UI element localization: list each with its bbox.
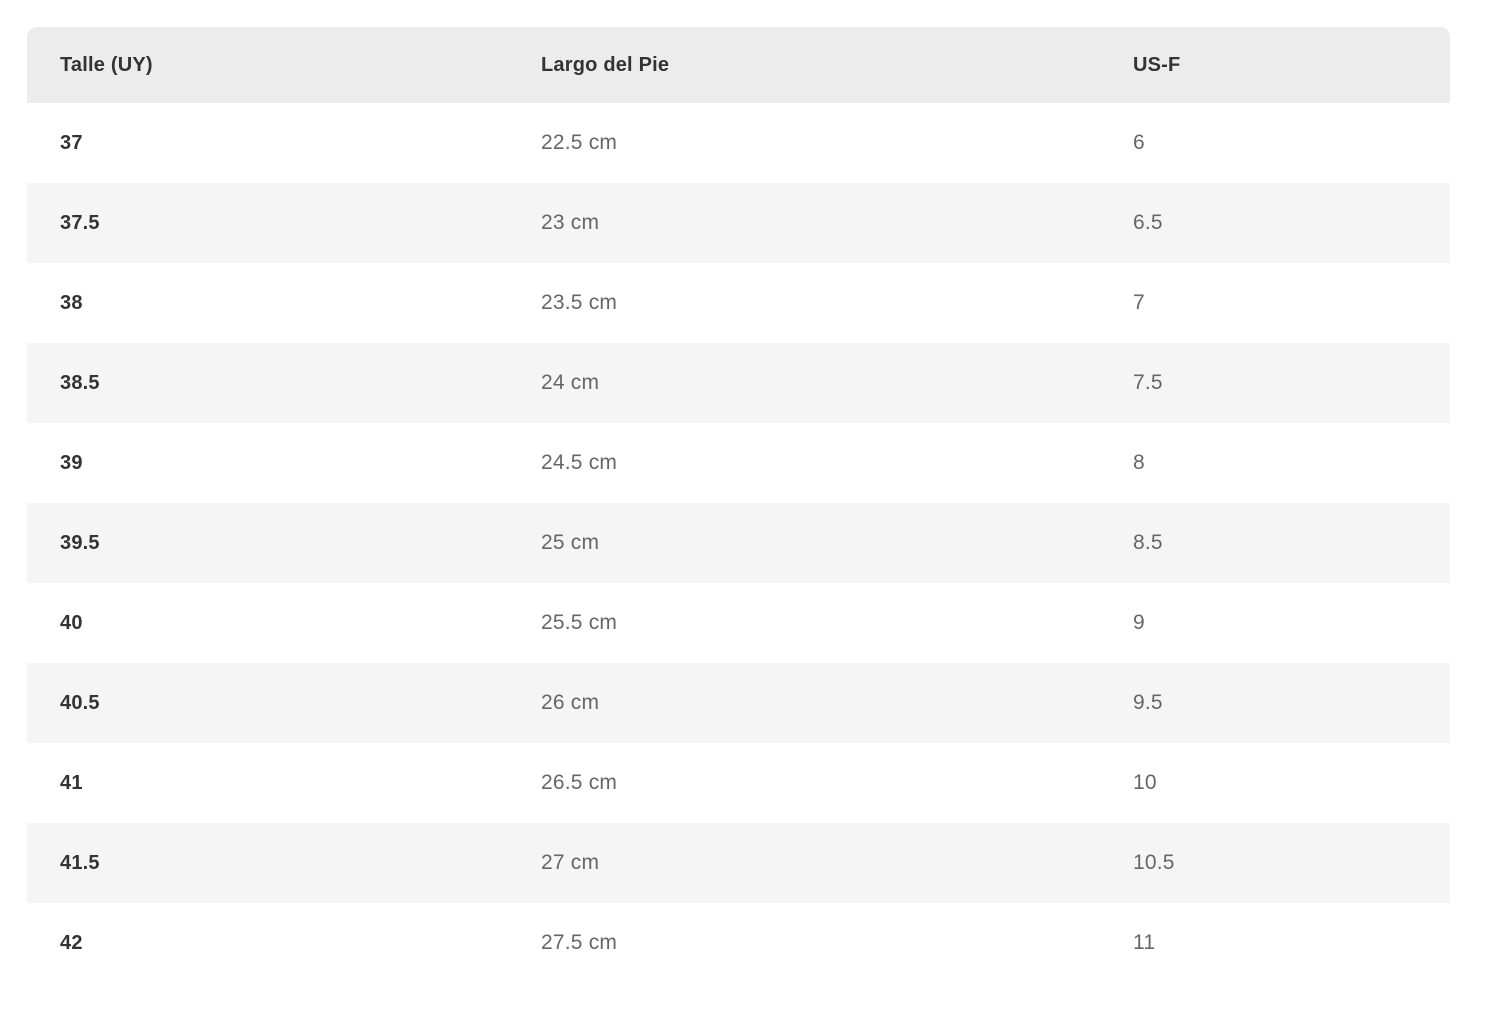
cell-talle-uy: 40 [27, 583, 508, 663]
cell-talle-uy: 41 [27, 743, 508, 823]
column-header-talle-uy: Talle (UY) [27, 27, 508, 103]
cell-us-f: 8 [1100, 423, 1450, 503]
cell-largo-del-pie: 24 cm [508, 343, 1100, 423]
header-row: Talle (UY) Largo del Pie US-F [27, 27, 1450, 103]
cell-largo-del-pie: 27 cm [508, 823, 1100, 903]
cell-us-f: 9.5 [1100, 663, 1450, 743]
table-row: 42 27.5 cm 11 [27, 903, 1450, 983]
cell-us-f: 10 [1100, 743, 1450, 823]
cell-largo-del-pie: 25.5 cm [508, 583, 1100, 663]
cell-talle-uy: 42 [27, 903, 508, 983]
table-row: 38.5 24 cm 7.5 [27, 343, 1450, 423]
cell-talle-uy: 41.5 [27, 823, 508, 903]
cell-us-f: 11 [1100, 903, 1450, 983]
cell-largo-del-pie: 23.5 cm [508, 263, 1100, 343]
cell-talle-uy: 37 [27, 103, 508, 183]
cell-talle-uy: 38 [27, 263, 508, 343]
table-row: 40 25.5 cm 9 [27, 583, 1450, 663]
cell-largo-del-pie: 24.5 cm [508, 423, 1100, 503]
cell-largo-del-pie: 26 cm [508, 663, 1100, 743]
cell-talle-uy: 40.5 [27, 663, 508, 743]
cell-talle-uy: 39.5 [27, 503, 508, 583]
table-row: 39.5 25 cm 8.5 [27, 503, 1450, 583]
cell-largo-del-pie: 25 cm [508, 503, 1100, 583]
size-chart-table: Talle (UY) Largo del Pie US-F 37 22.5 cm… [27, 27, 1450, 983]
cell-talle-uy: 39 [27, 423, 508, 503]
table-row: 37 22.5 cm 6 [27, 103, 1450, 183]
table-row: 40.5 26 cm 9.5 [27, 663, 1450, 743]
table-row: 41.5 27 cm 10.5 [27, 823, 1450, 903]
table-row: 37.5 23 cm 6.5 [27, 183, 1450, 263]
table-row: 41 26.5 cm 10 [27, 743, 1450, 823]
cell-largo-del-pie: 23 cm [508, 183, 1100, 263]
cell-largo-del-pie: 27.5 cm [508, 903, 1100, 983]
cell-us-f: 7 [1100, 263, 1450, 343]
column-header-us-f: US-F [1100, 27, 1450, 103]
cell-us-f: 9 [1100, 583, 1450, 663]
cell-talle-uy: 38.5 [27, 343, 508, 423]
table-row: 38 23.5 cm 7 [27, 263, 1450, 343]
cell-largo-del-pie: 22.5 cm [508, 103, 1100, 183]
cell-us-f: 6 [1100, 103, 1450, 183]
table-row: 39 24.5 cm 8 [27, 423, 1450, 503]
column-header-largo-del-pie: Largo del Pie [508, 27, 1100, 103]
cell-largo-del-pie: 26.5 cm [508, 743, 1100, 823]
cell-us-f: 6.5 [1100, 183, 1450, 263]
cell-us-f: 10.5 [1100, 823, 1450, 903]
cell-us-f: 8.5 [1100, 503, 1450, 583]
cell-us-f: 7.5 [1100, 343, 1450, 423]
cell-talle-uy: 37.5 [27, 183, 508, 263]
